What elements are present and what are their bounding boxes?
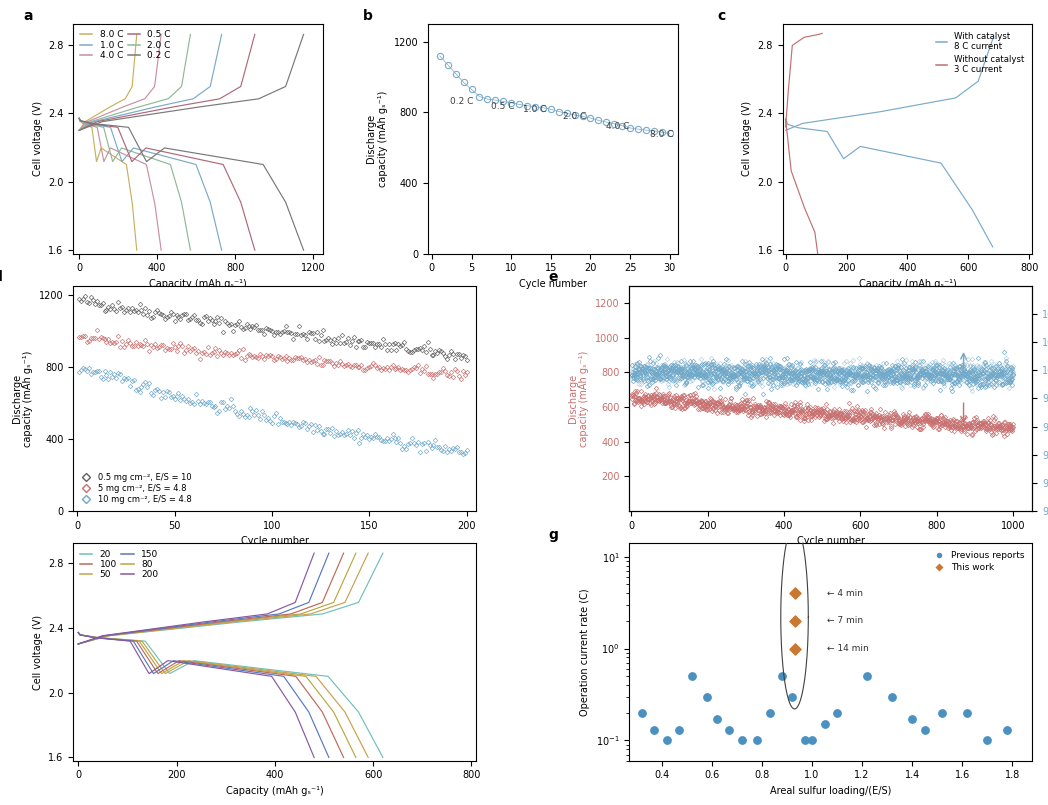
Point — [934, 706, 951, 719]
Point — [784, 690, 801, 703]
Y-axis label: Discharge
capacity (mAh gₛ⁻¹): Discharge capacity (mAh gₛ⁻¹) — [367, 91, 388, 187]
Text: b: b — [363, 9, 373, 23]
Point — [708, 712, 725, 725]
X-axis label: Cycle number: Cycle number — [241, 536, 309, 547]
Point — [671, 724, 687, 737]
X-axis label: Capacity (mAh gₛ⁻¹): Capacity (mAh gₛ⁻¹) — [226, 786, 324, 796]
Point — [816, 718, 833, 731]
Legend: Previous reports, This work: Previous reports, This work — [931, 548, 1028, 576]
Y-axis label: Cell voltage (V): Cell voltage (V) — [742, 101, 751, 176]
Y-axis label: Cell voltage (V): Cell voltage (V) — [32, 101, 43, 176]
Point — [883, 690, 900, 703]
X-axis label: Cycle number: Cycle number — [519, 279, 587, 289]
Text: c: c — [718, 9, 726, 23]
Point — [916, 724, 933, 737]
Point — [683, 670, 700, 683]
Text: a: a — [23, 9, 32, 23]
X-axis label: Areal sulfur loading/(E/S): Areal sulfur loading/(E/S) — [770, 786, 892, 796]
Point — [999, 724, 1016, 737]
Text: d: d — [0, 270, 3, 284]
Text: g: g — [549, 528, 559, 542]
Point — [748, 734, 765, 747]
Point — [979, 734, 996, 747]
Point — [761, 706, 778, 719]
Legend: 0.5 mg cm⁻², E/S = 10, 5 mg cm⁻², E/S = 4.8, 10 mg cm⁻², E/S = 4.8: 0.5 mg cm⁻², E/S = 10, 5 mg cm⁻², E/S = … — [78, 469, 195, 507]
Text: 4.0 C: 4.0 C — [607, 122, 630, 131]
Point — [633, 706, 650, 719]
Legend: With catalyst
8 C current, Without catalyst
3 C current: With catalyst 8 C current, Without catal… — [933, 28, 1028, 77]
Y-axis label: Discharge
capacity (mAh gₛ⁻¹): Discharge capacity (mAh gₛ⁻¹) — [12, 350, 34, 447]
X-axis label: Capacity (mAh gₛ⁻¹): Capacity (mAh gₛ⁻¹) — [858, 279, 956, 289]
Text: ← 4 min: ← 4 min — [827, 588, 864, 598]
Point — [646, 724, 662, 737]
Text: ← 14 min: ← 14 min — [827, 644, 869, 653]
Legend: 20, 100, 50, 150, 80, 200: 20, 100, 50, 150, 80, 200 — [78, 548, 160, 581]
Y-axis label: Discharge
capacity (mAh gₛ⁻¹): Discharge capacity (mAh gₛ⁻¹) — [568, 350, 589, 447]
Point — [699, 690, 716, 703]
Y-axis label: Operation current rate (C): Operation current rate (C) — [581, 588, 590, 716]
Point — [773, 670, 790, 683]
Text: 0.2 C: 0.2 C — [451, 97, 474, 105]
Point — [786, 614, 803, 627]
Y-axis label: Cell voltage (V): Cell voltage (V) — [32, 614, 43, 690]
Legend: 8.0 C, 1.0 C, 4.0 C, 0.5 C, 2.0 C, 0.2 C: 8.0 C, 1.0 C, 4.0 C, 0.5 C, 2.0 C, 0.2 C — [78, 29, 173, 62]
Point — [786, 642, 803, 655]
Text: 8.0 C: 8.0 C — [650, 130, 674, 139]
Text: 1.0 C: 1.0 C — [523, 105, 547, 114]
Point — [829, 706, 846, 719]
Point — [959, 706, 976, 719]
X-axis label: Cycle number: Cycle number — [796, 536, 865, 547]
Point — [786, 587, 803, 600]
Point — [734, 734, 750, 747]
Text: ← 7 min: ← 7 min — [827, 617, 864, 625]
Point — [903, 712, 920, 725]
Text: 0.5 C: 0.5 C — [492, 102, 515, 111]
Point — [796, 734, 813, 747]
Text: 2.0 C: 2.0 C — [563, 113, 586, 122]
Point — [858, 670, 875, 683]
X-axis label: Capacity (mAh gₛ⁻¹): Capacity (mAh gₛ⁻¹) — [150, 279, 247, 289]
Point — [804, 734, 821, 747]
Point — [721, 724, 738, 737]
Point — [658, 734, 675, 747]
Text: e: e — [549, 270, 559, 284]
